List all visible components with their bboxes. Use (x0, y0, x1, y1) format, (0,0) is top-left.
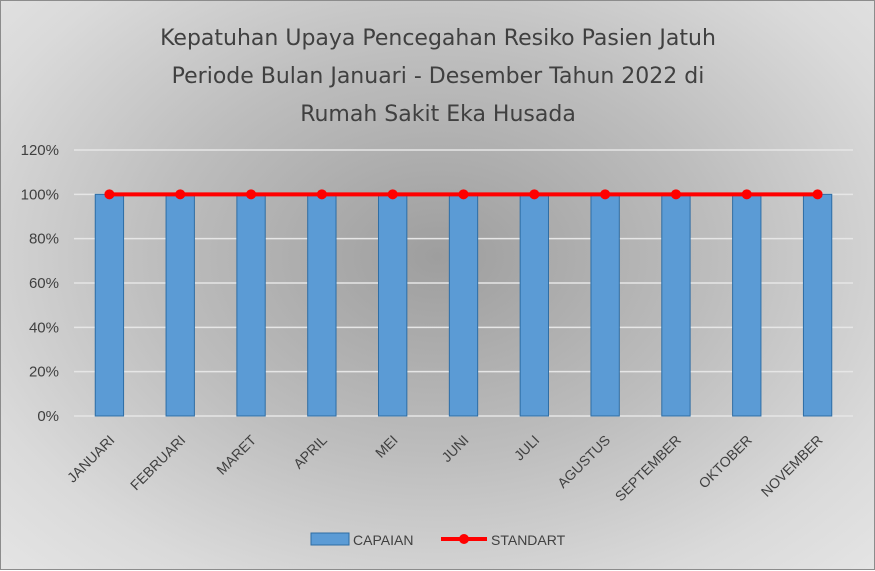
legend-label-standart: STANDART (491, 532, 566, 548)
y-tick-label-3: 60% (29, 275, 59, 292)
x-tick-label-4: MEI (372, 432, 401, 461)
capaian-bars (94, 193, 833, 417)
bar-capaian-1 (165, 193, 195, 417)
y-tick-label-5: 100% (21, 186, 59, 203)
bar-capaian-6 (519, 193, 549, 417)
legend-label-capaian: CAPAIAN (353, 532, 413, 548)
x-tick-label-6: JULI (511, 432, 543, 464)
x-axis-tick-labels: JANUARI FEBRUARI MARET APRIL MEI JUNI JULI AGUS… (64, 431, 826, 504)
x-tick-label-1: FEBRUARI (127, 432, 188, 493)
legend-marker-standart (459, 534, 469, 544)
chart-title-line-2: Periode Bulan Januari - Desember Tahun 2… (172, 64, 705, 89)
bar-capaian-3 (307, 193, 337, 417)
chart-title-line-1: Kepatuhan Upaya Pencegahan Resiko Pasien… (160, 26, 716, 51)
bar-capaian-9 (732, 193, 762, 417)
bar-capaian-0 (94, 193, 125, 417)
point-standart-6 (529, 189, 540, 200)
bar-capaian-5 (448, 193, 479, 417)
bar-capaian-2 (236, 193, 266, 417)
x-tick-label-7: AGUSTUS (554, 432, 613, 491)
chart-title: Kepatuhan Upaya Pencegahan Resiko Pasien… (160, 26, 716, 127)
point-standart-1 (175, 189, 186, 200)
bar-capaian-4 (378, 193, 408, 417)
chart-title-line-3: Rumah Sakit Eka Husada (300, 102, 576, 127)
y-tick-label-6: 120% (21, 142, 59, 159)
x-tick-label-2: MARET (213, 431, 259, 477)
bar-capaian-8 (661, 193, 691, 417)
point-standart-9 (741, 189, 752, 200)
x-tick-label-0: JANUARI (64, 432, 118, 486)
y-tick-label-4: 80% (29, 231, 59, 248)
legend-swatch-capaian (310, 532, 350, 546)
y-tick-label-1: 20% (29, 364, 59, 381)
x-tick-label-5: JUNI (438, 432, 471, 465)
point-standart-3 (316, 189, 327, 200)
legend-item-standart: STANDART (441, 532, 566, 548)
point-standart-10 (812, 189, 823, 200)
bar-capaian-7 (590, 193, 620, 417)
x-tick-label-3: APRIL (290, 432, 330, 472)
y-tick-label-0: 0% (37, 408, 59, 425)
x-tick-label-9: OKTOBER (695, 432, 755, 492)
y-axis-tick-labels: 0% 20% 40% 60% 80% 100% 120% (21, 142, 59, 425)
point-standart-4 (387, 189, 398, 200)
x-tick-label-8: SEPTEMBER (612, 432, 684, 504)
point-standart-7 (600, 189, 611, 200)
bar-capaian-10 (802, 193, 833, 417)
y-tick-label-2: 40% (29, 319, 59, 336)
point-standart-2 (246, 189, 257, 200)
legend-item-capaian: CAPAIAN (310, 532, 413, 548)
point-standart-8 (670, 189, 681, 200)
point-standart-0 (104, 189, 115, 200)
standart-line-series (104, 189, 823, 200)
point-standart-5 (458, 189, 469, 200)
legend: CAPAIAN STANDART (310, 532, 566, 548)
x-tick-label-10: NOVEMBER (758, 432, 826, 500)
